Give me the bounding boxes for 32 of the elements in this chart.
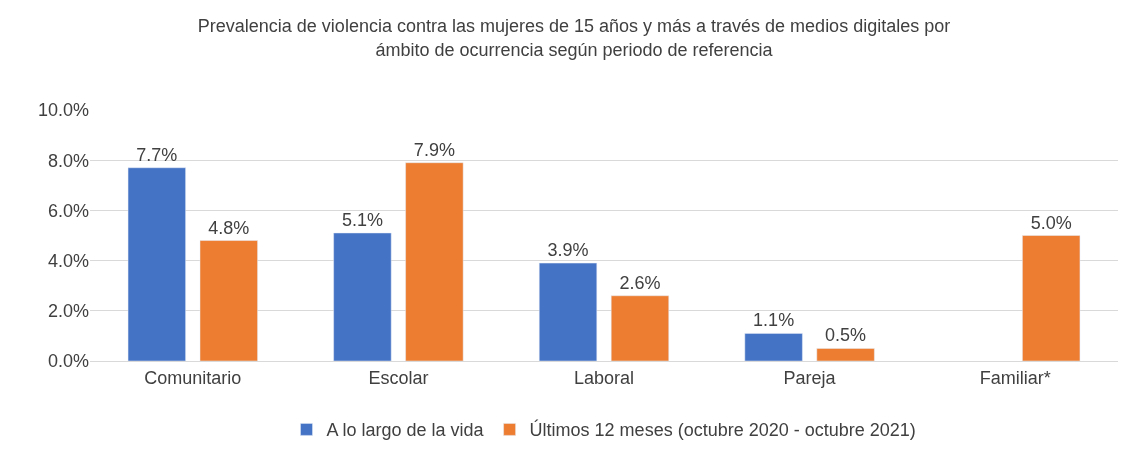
x-tick-label: Escolar — [368, 367, 429, 388]
data-label: 7.9% — [413, 139, 455, 160]
bar — [127, 167, 186, 361]
x-tick-label: Familiar* — [979, 367, 1051, 388]
bar — [538, 262, 598, 361]
y-tick-label: 4.0% — [47, 250, 89, 271]
data-label: 7.7% — [136, 144, 178, 165]
y-tick-label: 10.0% — [37, 100, 89, 121]
x-tick-label: Comunitario — [144, 367, 242, 388]
data-label: 1.1% — [753, 310, 795, 331]
x-tick-label: Pareja — [783, 367, 837, 388]
bar — [816, 348, 875, 361]
bar — [333, 232, 392, 361]
bar — [744, 333, 803, 361]
legend-label: Últimos 12 meses (octubre 2020 - octubre 2021) — [529, 419, 916, 441]
legend-label: A lo largo de la vida — [326, 420, 485, 441]
data-label: 4.8% — [208, 217, 250, 238]
y-tick-label: 0.0% — [47, 351, 89, 372]
bar — [405, 162, 464, 361]
bar — [1022, 235, 1081, 361]
bar — [610, 295, 670, 361]
data-label: 5.0% — [1030, 212, 1072, 233]
bar — [199, 240, 258, 361]
data-label: 0.5% — [825, 325, 867, 346]
data-label: 2.6% — [619, 272, 661, 293]
chart-title: Prevalencia de violencia contra las mujeres de 15 años y más a través de medios digitales por ámbito de ocurrencia según periodo de referencia — [197, 16, 951, 60]
x-tick-label: Laboral — [573, 367, 635, 388]
data-label: 5.1% — [341, 209, 383, 230]
y-tick-label: 6.0% — [47, 200, 89, 221]
y-tick-label: 2.0% — [47, 301, 89, 322]
data-label: 3.9% — [547, 240, 589, 261]
y-tick-label: 8.0% — [47, 150, 89, 171]
